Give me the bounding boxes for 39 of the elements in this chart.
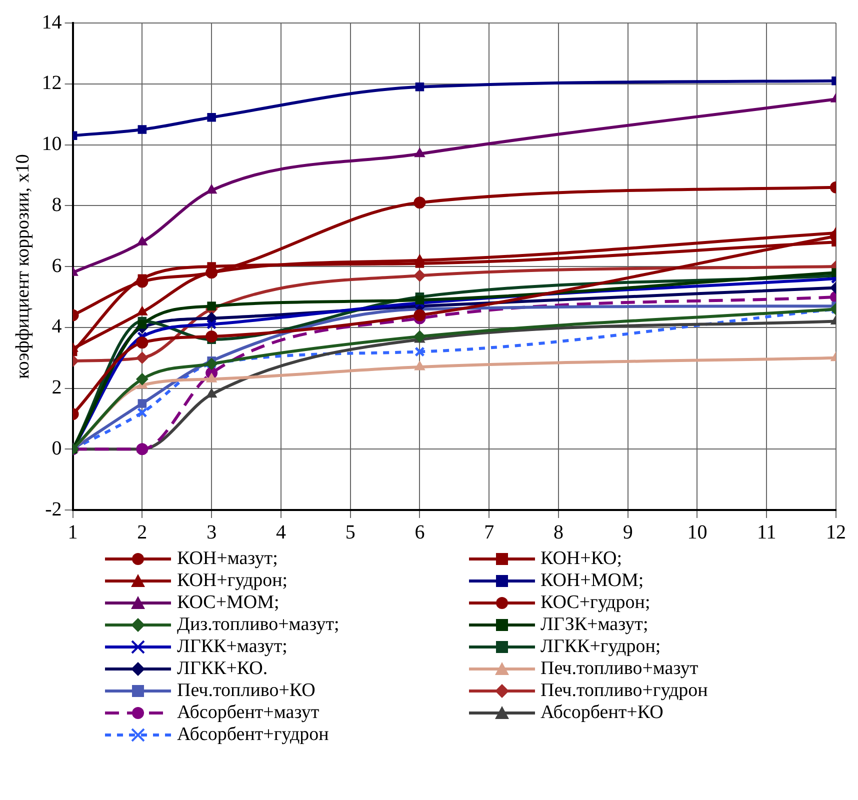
legend-label: КОС+МОМ;: [177, 592, 280, 614]
y-tick-label: 4: [52, 316, 62, 338]
x-tick-label: 1: [68, 521, 78, 544]
x-tick-label: 7: [484, 521, 494, 544]
y-tick-label: 10: [42, 133, 62, 155]
x-tick-label: 4: [276, 521, 286, 544]
legend-label: ЛГКК+мазут;: [177, 636, 288, 658]
y-tick-label: 2: [52, 376, 62, 398]
legend-label: Печ.топливо+гудрон: [540, 680, 708, 702]
y-tick-label: 8: [52, 194, 62, 216]
legend-label: Диз.топливо+мазут;: [177, 614, 340, 636]
y-tick-label: 14: [42, 11, 62, 34]
legend-label: КОН+КО;: [540, 548, 622, 570]
x-tick-label: 8: [553, 521, 564, 544]
y-tick-label: 12: [42, 72, 62, 94]
x-tick-label: 3: [206, 521, 217, 544]
x-tick-label: 9: [622, 521, 633, 544]
y-tick-label: 6: [52, 254, 62, 277]
y-tick-label: -2: [45, 498, 62, 520]
legend-label: Печ.топливо+КО: [177, 680, 316, 702]
x-tick-label: 6: [414, 521, 425, 544]
legend-label: Абсорбент+мазут: [177, 702, 320, 724]
legend-label: Абсорбент+КО: [540, 702, 664, 724]
x-tick-label: 2: [137, 521, 148, 544]
y-tick-label: 0: [52, 437, 62, 460]
legend-label: Абсорбент+гудрон: [177, 724, 329, 746]
x-tick-label: 11: [756, 521, 776, 544]
x-tick-label: 10: [687, 521, 708, 544]
legend-label: ЛГЗК+мазут;: [540, 614, 648, 636]
x-tick-label: 5: [345, 521, 356, 544]
legend-label: КОН+мазут;: [177, 548, 278, 570]
x-tick-label: 12: [826, 521, 846, 544]
legend-label: Печ.топливо+мазут: [540, 658, 698, 680]
y-axis-title: коэффициент коррозии, x10: [12, 154, 34, 379]
legend-label: ЛГКК+КО.: [177, 658, 268, 680]
legend-label: КОС+гудрон;: [540, 592, 650, 614]
legend-label: ЛГКК+гудрон;: [540, 636, 661, 658]
legend-label: КОН+МОМ;: [540, 570, 644, 592]
legend-label: КОН+гудрон;: [177, 570, 288, 592]
